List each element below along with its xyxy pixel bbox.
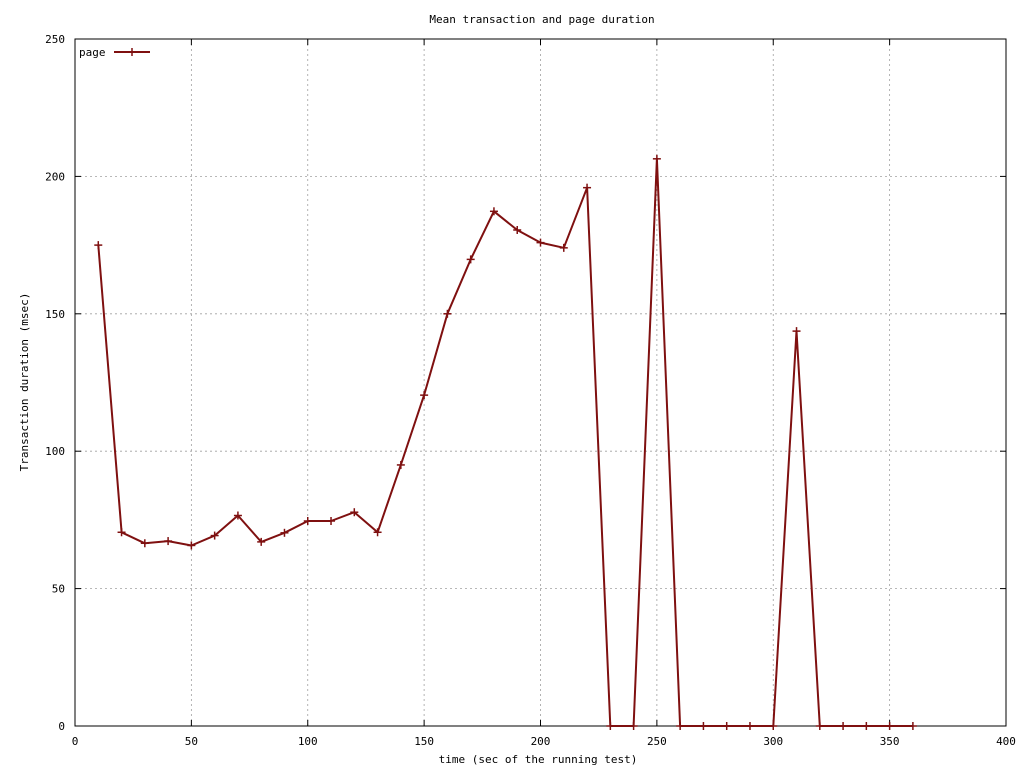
data-point xyxy=(629,722,638,730)
data-point xyxy=(815,722,824,730)
data-point xyxy=(140,539,149,548)
y-tick-label: 100 xyxy=(45,445,65,458)
x-tick-label: 400 xyxy=(996,735,1016,748)
x-tick-label: 50 xyxy=(185,735,198,748)
plot-frame xyxy=(74,38,1007,727)
chart-title: Mean transaction and page duration xyxy=(429,13,654,26)
x-tick-label: 200 xyxy=(531,735,551,748)
y-tick-label: 250 xyxy=(45,33,65,46)
y-tick-label: 0 xyxy=(58,720,65,733)
legend: page xyxy=(79,46,150,59)
data-point xyxy=(164,537,173,546)
x-tick-labels: 0 50 100 150 200 250 300 350 400 xyxy=(72,735,1016,748)
data-point xyxy=(699,722,708,730)
data-point xyxy=(396,460,405,469)
x-axis-label: time (sec of the running test) xyxy=(439,753,638,766)
data-point xyxy=(792,327,801,336)
y-tick-label: 200 xyxy=(45,170,65,183)
data-point xyxy=(559,243,568,252)
data-point xyxy=(420,391,429,400)
data-point xyxy=(373,528,382,537)
data-point xyxy=(862,722,871,730)
x-tick-label: 0 xyxy=(72,735,79,748)
data-point xyxy=(187,541,196,550)
x-tick-label: 100 xyxy=(298,735,318,748)
data-point xyxy=(885,722,894,730)
data-point xyxy=(676,722,685,730)
data-point xyxy=(466,255,475,264)
series-layer xyxy=(94,154,917,730)
series-line-page xyxy=(97,157,913,727)
data-point xyxy=(350,508,359,517)
y-axis-label: Transaction duration (msec) xyxy=(18,293,31,472)
data-point xyxy=(327,516,336,525)
data-point xyxy=(233,511,242,520)
axis-ticks xyxy=(74,38,1007,727)
data-point xyxy=(489,207,498,216)
data-point xyxy=(280,528,289,537)
x-tick-label: 250 xyxy=(647,735,667,748)
data-point xyxy=(443,309,452,318)
data-point xyxy=(908,722,917,730)
data-point xyxy=(536,238,545,247)
grid xyxy=(75,39,1006,726)
data-point xyxy=(303,516,312,525)
data-point xyxy=(94,241,103,250)
x-tick-label: 300 xyxy=(763,735,783,748)
data-point xyxy=(652,154,661,163)
data-point xyxy=(210,531,219,540)
data-point xyxy=(745,722,754,730)
data-point xyxy=(606,722,615,730)
data-point xyxy=(583,183,592,192)
y-tick-label: 50 xyxy=(52,583,65,596)
y-tick-label: 150 xyxy=(45,308,65,321)
x-tick-label: 150 xyxy=(414,735,434,748)
x-tick-label: 350 xyxy=(880,735,900,748)
data-point xyxy=(117,528,126,537)
data-point xyxy=(722,722,731,730)
data-point xyxy=(769,722,778,730)
data-point xyxy=(513,225,522,234)
y-tick-labels: 0 50 100 150 200 250 xyxy=(45,33,65,733)
legend-label: page xyxy=(79,46,106,59)
data-point xyxy=(839,722,848,730)
data-point xyxy=(257,537,266,546)
